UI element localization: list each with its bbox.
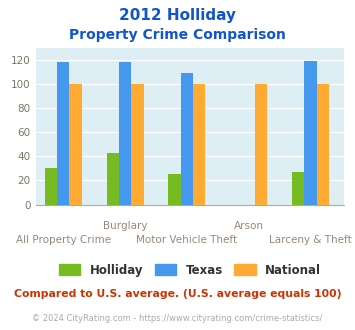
Bar xyxy=(106,153,119,205)
Bar xyxy=(255,84,267,205)
Text: Motor Vehicle Theft: Motor Vehicle Theft xyxy=(136,235,237,245)
Text: Property Crime Comparison: Property Crime Comparison xyxy=(69,28,286,42)
Legend: Holliday, Texas, National: Holliday, Texas, National xyxy=(55,260,325,280)
Bar xyxy=(45,168,57,205)
Text: Arson: Arson xyxy=(234,221,264,231)
Text: Larceny & Theft: Larceny & Theft xyxy=(269,235,352,245)
Text: © 2024 CityRating.com - https://www.cityrating.com/crime-statistics/: © 2024 CityRating.com - https://www.city… xyxy=(32,314,323,323)
Text: Burglary: Burglary xyxy=(103,221,147,231)
Bar xyxy=(304,61,317,205)
Bar xyxy=(57,62,70,205)
Bar xyxy=(181,73,193,205)
Bar xyxy=(131,84,143,205)
Text: All Property Crime: All Property Crime xyxy=(16,235,111,245)
Bar xyxy=(292,172,304,205)
Text: Compared to U.S. average. (U.S. average equals 100): Compared to U.S. average. (U.S. average … xyxy=(14,289,341,299)
Bar xyxy=(193,84,205,205)
Bar xyxy=(168,175,181,205)
Bar xyxy=(317,84,329,205)
Text: 2012 Holliday: 2012 Holliday xyxy=(119,8,236,23)
Bar xyxy=(70,84,82,205)
Bar xyxy=(119,62,131,205)
